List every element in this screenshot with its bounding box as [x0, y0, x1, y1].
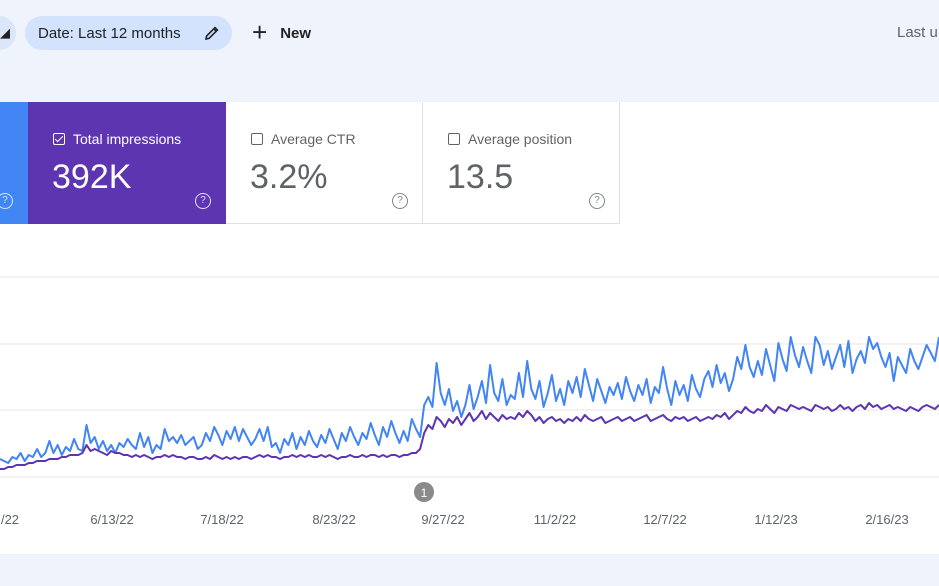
help-icon[interactable]: ?: [195, 193, 211, 209]
performance-panel: ? Total impressions 392K ? Average CTR 3…: [0, 102, 939, 554]
metric-value: 3.2%: [250, 158, 328, 196]
x-tick-label: 1/12/23: [754, 512, 797, 527]
date-filter-chip[interactable]: Date: Last 12 months: [25, 16, 232, 50]
annotation-label: 1: [421, 486, 428, 500]
help-icon[interactable]: ?: [589, 193, 605, 209]
x-tick-label: /22: [1, 512, 19, 527]
metric-card-total-clicks[interactable]: ?: [0, 102, 28, 224]
checkbox-unchecked-icon[interactable]: [251, 133, 263, 145]
x-tick-label: 2/16/23: [865, 512, 908, 527]
plus-icon: +: [252, 17, 268, 47]
checkbox-unchecked-icon[interactable]: [448, 133, 460, 145]
new-filter-button[interactable]: + New: [252, 16, 311, 50]
chart-series: [0, 336, 939, 470]
metric-label: Average CTR: [251, 131, 356, 147]
metric-label: Average position: [448, 131, 572, 147]
x-tick-label: 12/7/22: [643, 512, 686, 527]
new-button-label: New: [280, 24, 312, 42]
x-tick-label: 7/18/22: [200, 512, 243, 527]
metric-value: 392K: [52, 158, 132, 196]
help-icon[interactable]: ?: [392, 193, 408, 209]
x-tick-label: 9/27/22: [421, 512, 464, 527]
metric-card-total-impressions[interactable]: Total impressions 392K ?: [28, 102, 226, 224]
chart-gridlines: [0, 276, 939, 478]
date-filter-label: Date: Last 12 months: [38, 24, 181, 42]
series-line-total-clicks: [0, 336, 939, 464]
performance-chart[interactable]: 1 /22 6/13/22 7/18/22 8/23/22 9/27/22 11/2/22…: [0, 102, 939, 554]
metric-card-average-position[interactable]: Average position 13.5 ?: [423, 102, 620, 224]
help-icon[interactable]: ?: [0, 193, 13, 209]
checkbox-checked-icon[interactable]: [53, 133, 65, 145]
metric-card-average-ctr[interactable]: Average CTR 3.2% ?: [226, 102, 423, 224]
edit-pencil-icon[interactable]: [204, 25, 220, 41]
metric-label-text: Average CTR: [271, 131, 356, 147]
annotation-circle[interactable]: [414, 482, 434, 502]
x-tick-label: 6/13/22: [90, 512, 133, 527]
chevron-icon: ◢: [0, 25, 10, 40]
x-tick-label: 8/23/22: [312, 512, 355, 527]
metric-label-text: Average position: [468, 131, 573, 147]
filter-chip-partial[interactable]: ◢: [0, 16, 16, 50]
series-line-total-impressions: [0, 402, 939, 470]
x-tick-label: 11/2/22: [534, 512, 576, 527]
metric-value: 13.5: [447, 158, 514, 196]
metric-label-text: Total impressions: [73, 131, 182, 147]
metric-label: Total impressions: [53, 131, 181, 147]
annotation-marker[interactable]: 1: [414, 482, 434, 502]
x-axis-ticks: /22 6/13/22 7/18/22 8/23/22 9/27/22 11/2/22 12…: [1, 512, 909, 527]
last-updated-text: Last u: [897, 24, 938, 41]
toolbar: ◢ Date: Last 12 months + New Last u: [0, 0, 939, 68]
